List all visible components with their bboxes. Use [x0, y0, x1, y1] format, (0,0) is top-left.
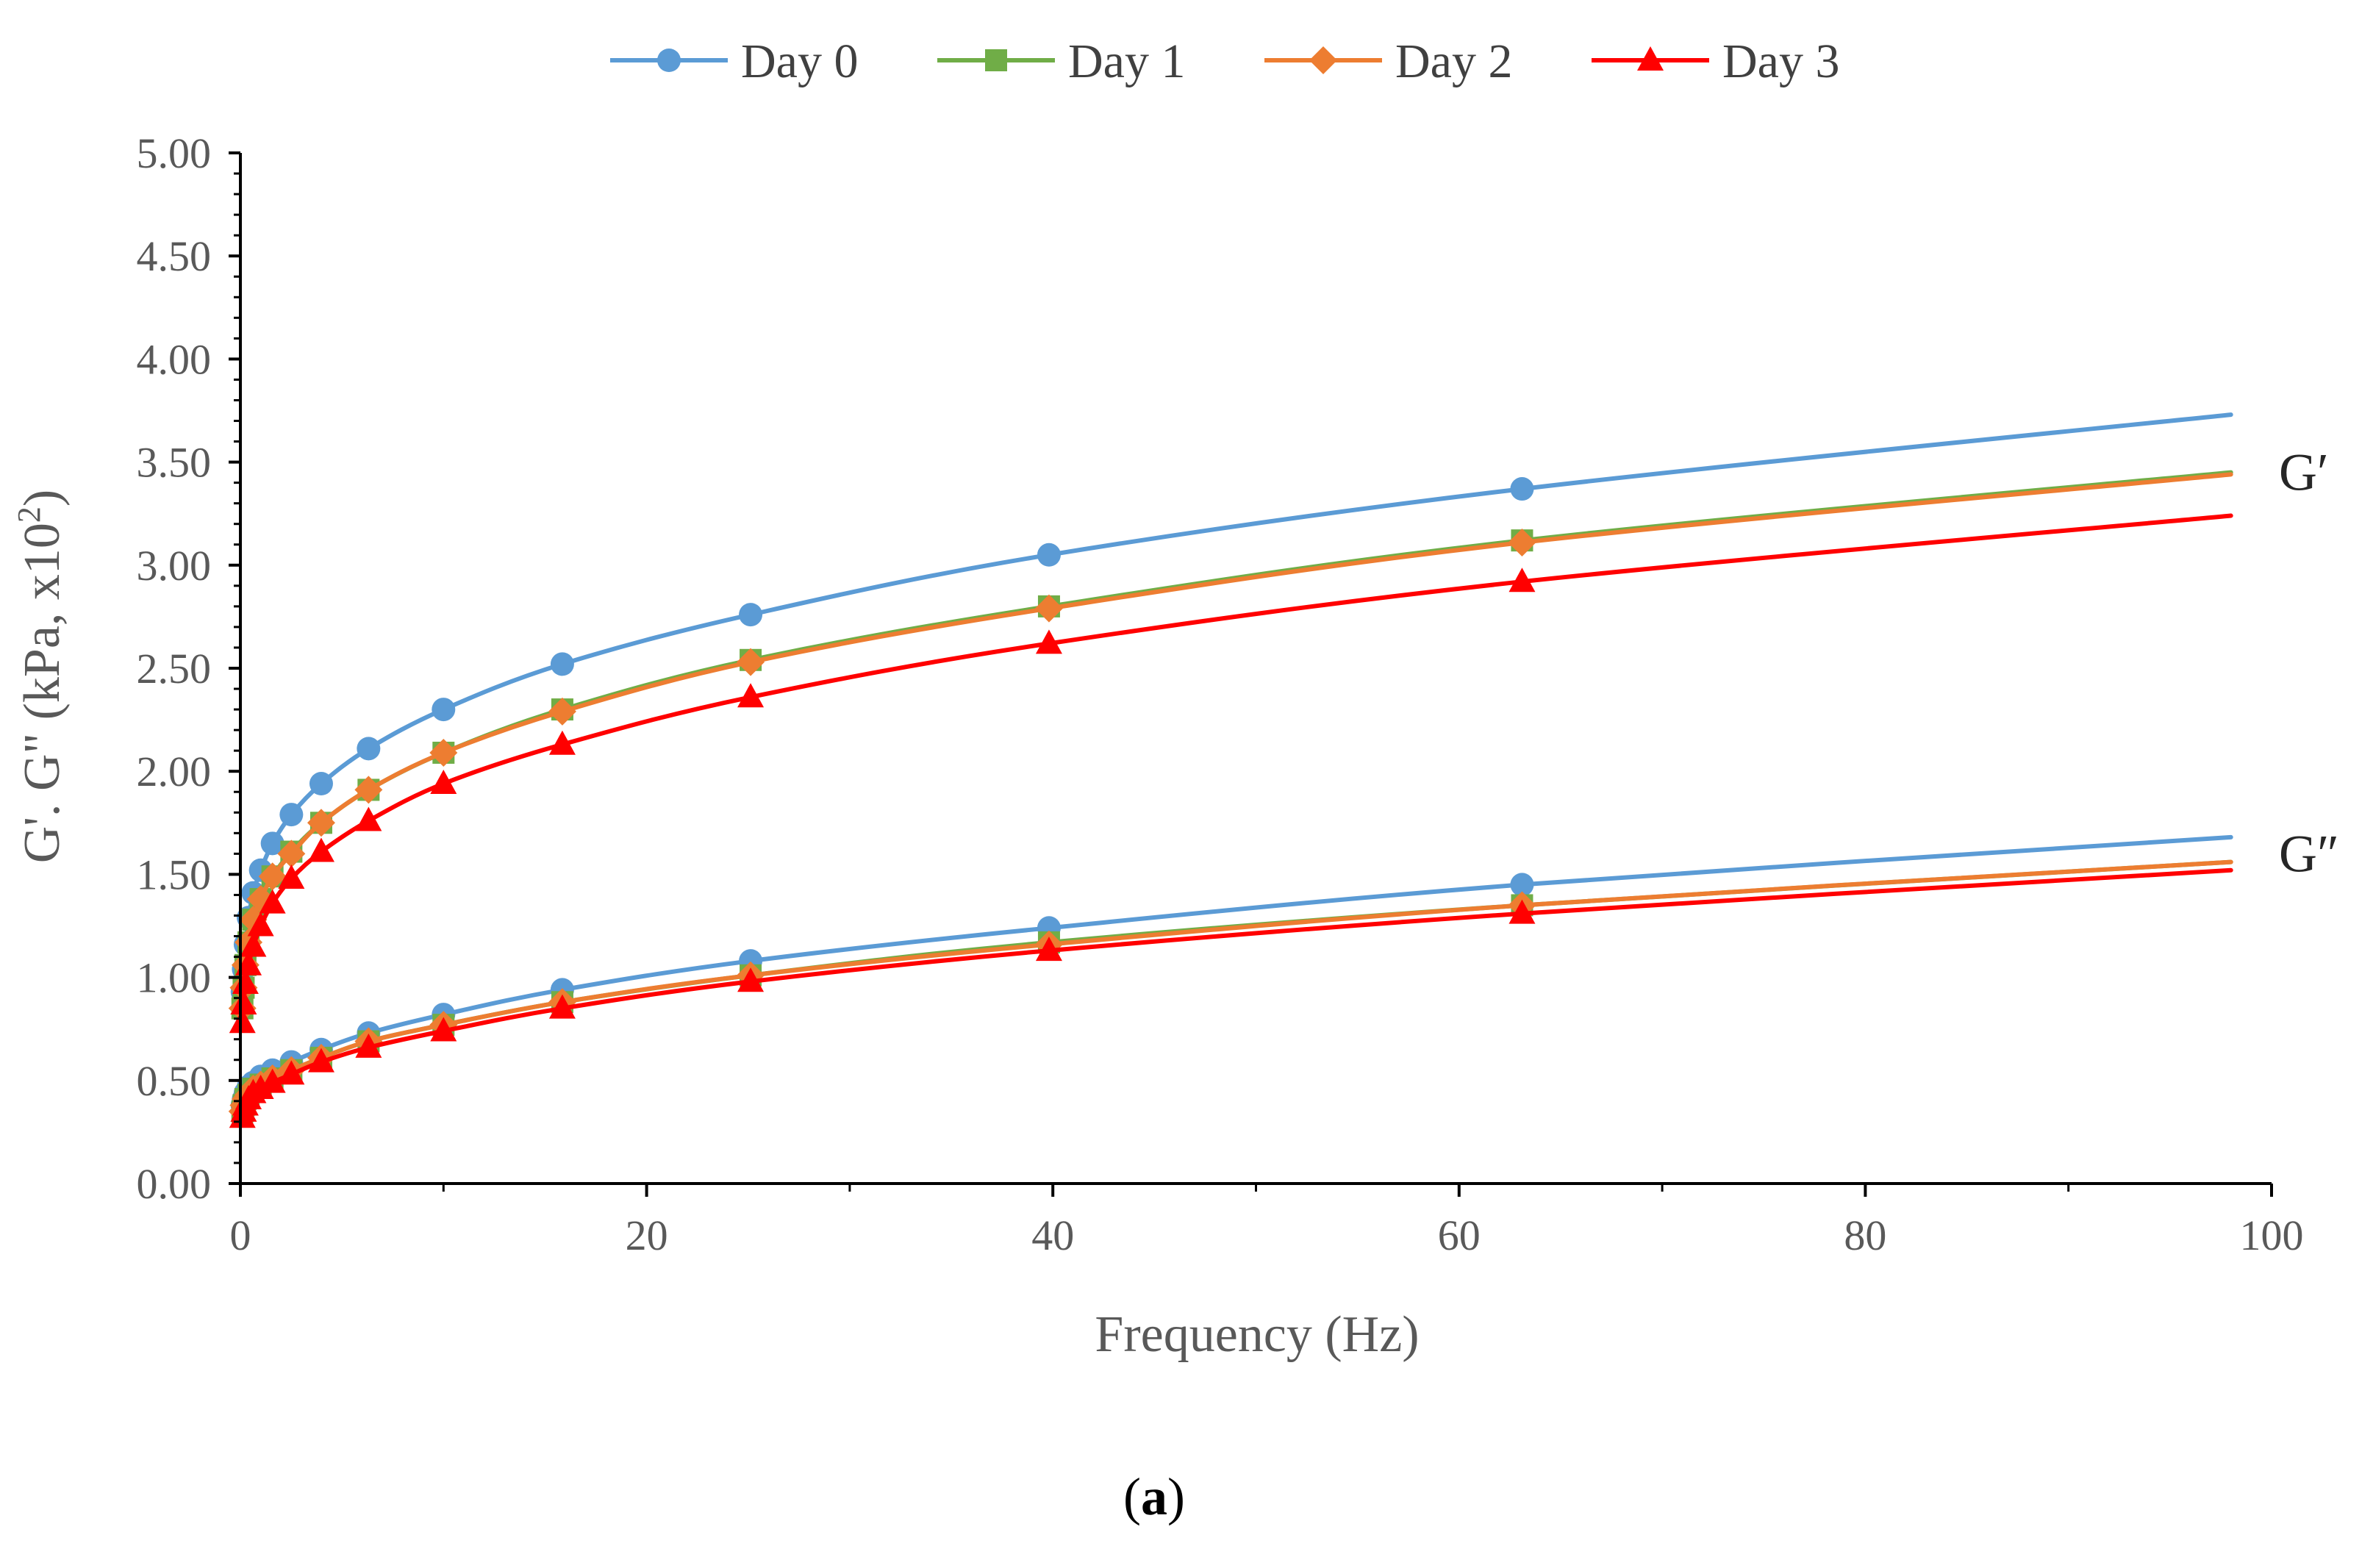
data-point	[277, 840, 306, 868]
x-tick-label: 80	[1844, 1211, 1886, 1259]
y-tick-label: 0.00	[137, 1160, 212, 1208]
data-point	[278, 1060, 305, 1085]
x-axis-title: Frequency (Hz)	[1095, 1306, 1419, 1363]
legend-item-day-3: Day 3	[1592, 35, 1839, 88]
series-line	[240, 513, 2233, 1025]
series-day-2-g-double-prime	[228, 859, 2233, 1125]
x-tick-label: 60	[1438, 1211, 1481, 1259]
legend-item-day-0: Day 0	[610, 35, 858, 88]
data-point	[548, 697, 576, 726]
series-day-3-g-double-prime	[229, 867, 2233, 1128]
caption-open: (	[1123, 1467, 1141, 1526]
y-axis-title-main: G'. G" (kPa, x10	[14, 523, 71, 863]
y-tick-label: 3.50	[137, 439, 212, 487]
data-point	[1508, 528, 1536, 556]
data-point	[1037, 543, 1061, 567]
data-point	[429, 738, 458, 767]
y-tick-label: 0.50	[137, 1057, 212, 1105]
legend-swatch-marker	[657, 49, 681, 72]
data-point	[1508, 899, 1536, 924]
axes-layer: 0.00 0.50 1.00 1.50 2.00 2.50 3.00 3.50 4.00 4.50…	[137, 129, 2304, 1259]
series-line	[240, 834, 2233, 1108]
data-point	[550, 652, 574, 676]
data-point	[354, 776, 383, 804]
data-point	[432, 698, 456, 722]
caption-label: a	[1141, 1467, 1167, 1526]
caption-close: )	[1167, 1467, 1185, 1526]
x-tick-label: 20	[626, 1211, 668, 1259]
figure-caption: (a)	[1123, 1467, 1185, 1526]
legend-swatch-marker	[1637, 46, 1664, 71]
data-point	[548, 994, 576, 1019]
data-point	[247, 1075, 274, 1100]
data-point	[355, 1033, 382, 1058]
legend-label: Day 2	[1395, 35, 1512, 88]
annotation-g-double-prime: G″	[2279, 824, 2339, 883]
data-point	[279, 803, 304, 827]
data-point	[548, 730, 576, 755]
data-point	[235, 951, 262, 975]
data-point	[355, 806, 382, 831]
annotations: G′ G″	[2279, 443, 2339, 884]
data-point	[430, 1017, 457, 1042]
data-point	[1035, 629, 1062, 654]
data-point	[259, 889, 286, 914]
series-day-3-g-prime	[229, 513, 2233, 1034]
y-axis-title: G'. G" (kPa, x102)	[11, 490, 71, 863]
y-tick-label: 4.00	[137, 335, 212, 383]
data-point	[737, 648, 765, 676]
series-line	[240, 859, 2233, 1114]
data-point	[260, 831, 284, 856]
series-day-1-g-double-prime	[231, 859, 2233, 1123]
data-point	[307, 809, 335, 837]
data-point	[737, 967, 765, 992]
series-layer	[228, 412, 2233, 1128]
legend: Day 0 Day 1 Day 2 Day 3	[610, 35, 1839, 88]
data-point	[1510, 873, 1534, 897]
series-day-2-g-prime	[228, 472, 2233, 1023]
data-point	[259, 1068, 286, 1093]
data-point	[278, 864, 305, 889]
x-tick-label: 0	[230, 1211, 251, 1259]
y-tick-label: 4.50	[137, 232, 212, 280]
x-tick-label: 100	[2240, 1211, 2304, 1259]
data-point	[240, 932, 267, 957]
data-point	[229, 1009, 256, 1034]
data-point	[1510, 477, 1534, 501]
data-point	[739, 603, 763, 627]
legend-label: Day 1	[1068, 35, 1185, 88]
data-point	[737, 683, 765, 708]
y-axis-title-close: )	[14, 490, 71, 506]
data-point	[1034, 594, 1063, 623]
data-point	[307, 837, 334, 862]
legend-item-day-2: Day 2	[1264, 35, 1512, 88]
data-point	[230, 990, 257, 1015]
legend-swatch-marker	[985, 49, 1007, 71]
legend-label: Day 0	[741, 35, 858, 88]
data-point	[430, 770, 457, 795]
legend-label: Day 3	[1722, 35, 1839, 88]
data-point	[1035, 937, 1062, 962]
data-point	[258, 862, 287, 891]
data-point	[309, 772, 333, 796]
data-point	[307, 1048, 334, 1073]
data-point	[1508, 568, 1536, 593]
data-point	[357, 737, 381, 761]
y-axis-title-superscript: 2	[11, 506, 47, 523]
y-tick-label: 2.00	[137, 748, 212, 795]
data-point	[232, 970, 259, 995]
y-tick-label: 1.50	[137, 851, 212, 898]
legend-item-day-1: Day 1	[937, 35, 1185, 88]
data-point	[247, 912, 274, 937]
series-line	[240, 859, 2233, 1114]
y-tick-label: 2.50	[137, 645, 212, 692]
y-tick-label: 3.00	[137, 542, 212, 590]
y-tick-label: 5.00	[137, 129, 212, 177]
annotation-g-prime: G′	[2279, 443, 2329, 502]
legend-swatch-marker	[1309, 46, 1337, 74]
y-tick-label: 1.00	[137, 954, 212, 1002]
x-tick-label: 40	[1031, 1211, 1074, 1259]
